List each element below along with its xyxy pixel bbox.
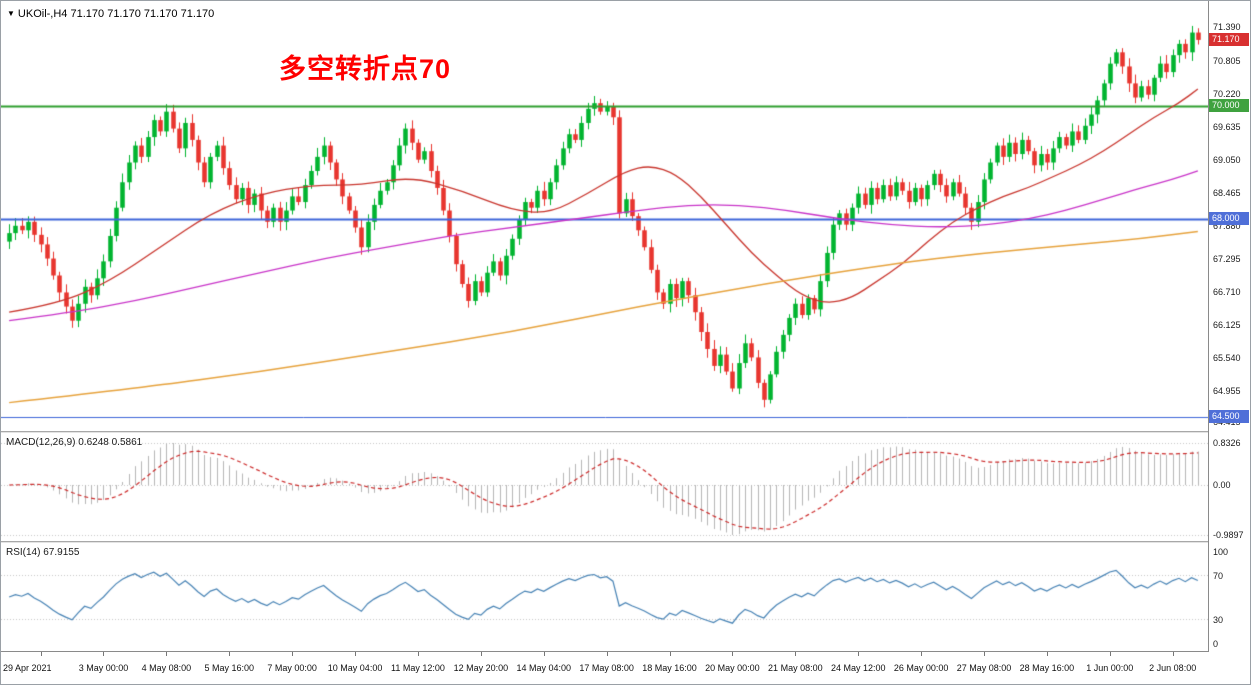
time-tick [544, 652, 545, 656]
price-tick: 66.125 [1213, 319, 1241, 330]
time-tick [1173, 652, 1174, 656]
time-label: 2 Jun 08:00 [1149, 663, 1197, 673]
time-tick [41, 652, 42, 656]
macd-label: MACD(12,26,9) 0.6248 0.5861 [6, 437, 143, 448]
chart-ohlc: 71.170 71.170 71.170 71.170 [70, 8, 215, 20]
time-label: 26 May 00:00 [893, 663, 949, 673]
price-tick: 65.540 [1213, 352, 1241, 363]
time-tick [481, 652, 482, 656]
rsi-tick: 100 [1213, 547, 1229, 557]
rsi-canvas[interactable] [1, 543, 1210, 651]
time-tick [229, 652, 230, 656]
time-label: 12 May 20:00 [453, 663, 509, 673]
price-tick: 69.050 [1213, 154, 1241, 165]
price-tick: 67.880 [1213, 220, 1241, 231]
symbol-marker-icon: ▼ [7, 9, 15, 18]
time-tick [166, 652, 167, 656]
time-label: 14 May 04:00 [516, 663, 572, 673]
price-tick: 70.220 [1213, 88, 1241, 99]
price-chart-canvas[interactable] [1, 1, 1210, 431]
time-label: 24 May 12:00 [830, 663, 886, 673]
time-tick [858, 652, 859, 656]
time-tick [1047, 652, 1048, 656]
price-tick: 66.710 [1213, 286, 1241, 297]
time-tick [292, 652, 293, 656]
rsi-tick: 30 [1213, 615, 1224, 625]
time-label: 28 May 16:00 [1019, 663, 1075, 673]
pane-separator-macd[interactable] [1, 431, 1250, 433]
price-axis[interactable]: 71.390 70.805 70.220 69.635 69.050 68.465 67.8… [1208, 1, 1250, 652]
time-label: 5 May 16:00 [204, 663, 255, 673]
time-label: 20 May 00:00 [705, 663, 760, 673]
time-tick [921, 652, 922, 656]
price-tick: 67.295 [1213, 253, 1241, 264]
time-tick [103, 652, 104, 656]
time-label: 7 May 00:00 [267, 663, 317, 673]
macd-canvas[interactable] [1, 433, 1210, 541]
price-tick: 70.805 [1213, 55, 1241, 66]
time-tick [355, 652, 356, 656]
pane-separator-rsi[interactable] [1, 541, 1250, 543]
price-badge-hline-68: 68.000 [1209, 212, 1249, 225]
price-annotation[interactable]: 多空转折点70 [279, 54, 452, 84]
price-tick: 64.955 [1213, 386, 1241, 397]
macd-tick: 0.00 [1213, 480, 1231, 490]
rsi-tick: 0 [1213, 639, 1219, 649]
chart-header: ▼ UKOil-,H4 71.170 71.170 71.170 71.170 [7, 8, 214, 20]
price-tick: 71.390 [1213, 22, 1241, 33]
time-label: 4 May 08:00 [141, 663, 192, 673]
macd-tick: -0.9897 [1213, 530, 1244, 540]
time-tick [984, 652, 985, 656]
chart-title: UKOil-,H4 [17, 8, 68, 20]
time-tick [670, 652, 671, 656]
time-label: 17 May 08:00 [579, 663, 634, 673]
rsi-label: RSI(14) 67.9155 [6, 547, 80, 558]
time-tick [418, 652, 419, 656]
time-tick [1110, 652, 1111, 656]
time-label: 27 May 08:00 [956, 663, 1012, 673]
price-tick: 68.465 [1213, 187, 1241, 198]
time-label: 18 May 16:00 [642, 663, 697, 673]
time-tick [795, 652, 796, 656]
time-label: 11 May 12:00 [391, 663, 445, 673]
rsi-tick: 70 [1213, 571, 1224, 581]
time-label: 10 May 04:00 [327, 663, 383, 673]
price-badge-hline-70: 70.000 [1209, 99, 1249, 112]
time-tick [607, 652, 608, 656]
time-label: 3 May 00:00 [78, 663, 129, 673]
price-badge-hline-64-5: 64.500 [1209, 409, 1249, 423]
time-tick [732, 652, 733, 656]
time-label: 29 Apr 2021 [3, 663, 52, 673]
time-axis[interactable]: 29 Apr 2021 3 May 00:00 4 May 08:00 5 May 1… [1, 651, 1210, 684]
time-label: 1 Jun 00:00 [1086, 663, 1134, 673]
macd-tick: 0.8326 [1213, 438, 1241, 448]
time-label: 21 May 08:00 [768, 663, 823, 673]
price-tick: 69.635 [1213, 121, 1241, 132]
price-badge-current-price: 71.170 [1209, 32, 1249, 46]
